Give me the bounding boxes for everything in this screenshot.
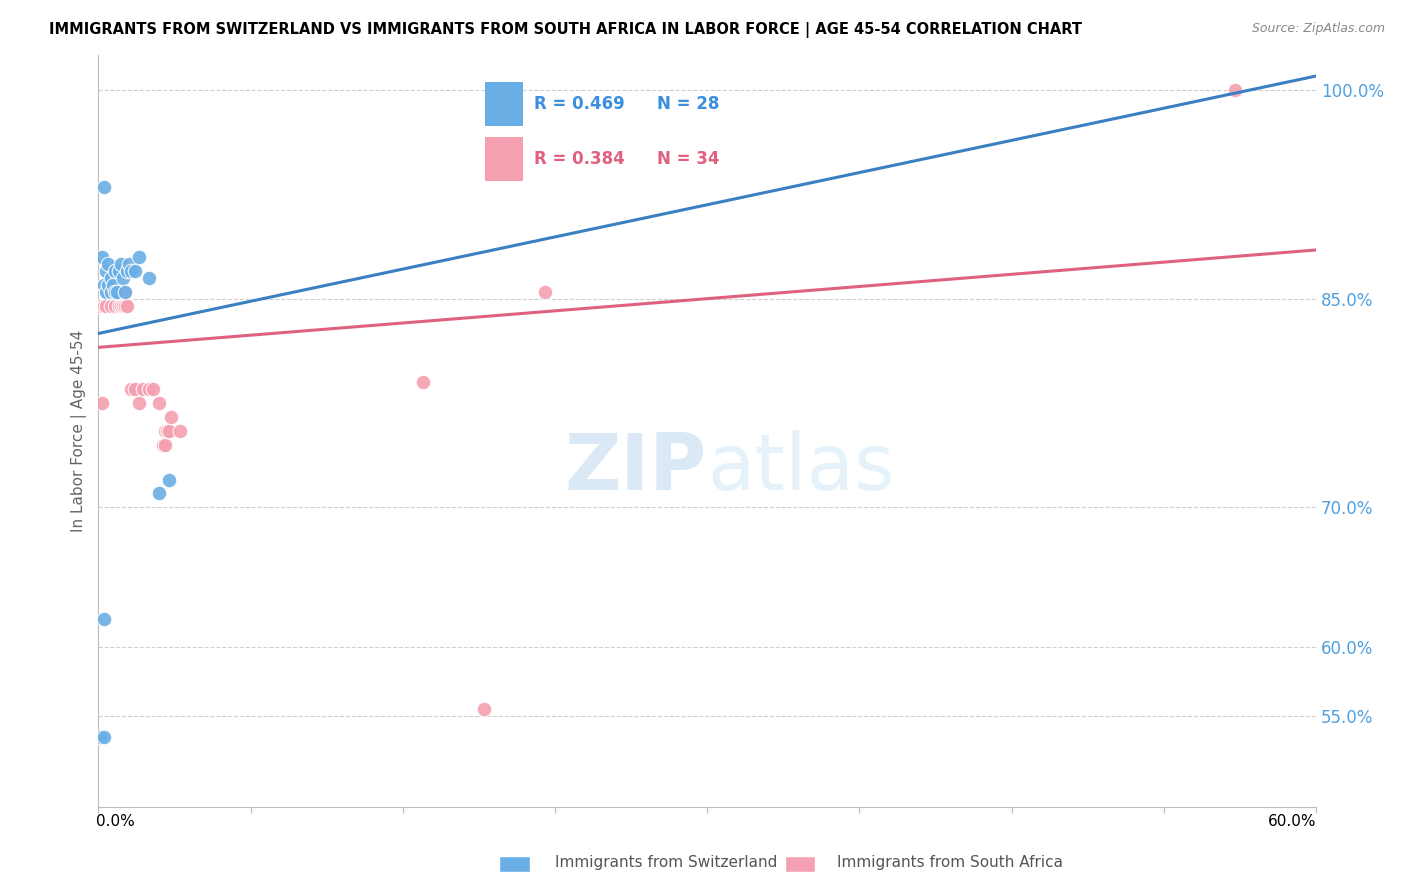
Point	[111, 299, 134, 313]
Point	[1223, 83, 1246, 97]
Point	[101, 285, 124, 299]
Point	[89, 730, 111, 744]
Point	[100, 285, 122, 299]
Text: 0.0%: 0.0%	[97, 814, 135, 829]
Point	[115, 299, 138, 313]
Point	[124, 382, 146, 396]
Point	[148, 396, 170, 410]
Point	[148, 486, 170, 500]
Point	[152, 438, 174, 452]
Text: Immigrants from South Africa: Immigrants from South Africa	[837, 855, 1063, 870]
Point	[103, 285, 125, 299]
Point	[138, 270, 160, 285]
Point	[128, 396, 150, 410]
Text: IMMIGRANTS FROM SWITZERLAND VS IMMIGRANTS FROM SOUTH AFRICA IN LABOR FORCE | AGE: IMMIGRANTS FROM SWITZERLAND VS IMMIGRANT…	[49, 22, 1083, 38]
Text: Immigrants from Switzerland: Immigrants from Switzerland	[555, 855, 778, 870]
Point	[103, 299, 125, 313]
Y-axis label: In Labor Force | Age 45-54: In Labor Force | Age 45-54	[72, 330, 87, 532]
Point	[91, 250, 114, 264]
Point	[89, 299, 111, 313]
Text: Source: ZipAtlas.com: Source: ZipAtlas.com	[1251, 22, 1385, 36]
Point	[114, 285, 136, 299]
Text: atlas: atlas	[707, 431, 894, 507]
Point	[97, 285, 120, 299]
Point	[155, 424, 177, 438]
Point	[534, 285, 557, 299]
Point	[169, 424, 191, 438]
Point	[110, 299, 132, 313]
Point	[93, 730, 115, 744]
Point	[107, 264, 129, 278]
Point	[114, 299, 136, 313]
Point	[93, 612, 115, 626]
Point	[91, 396, 114, 410]
Point	[101, 277, 124, 292]
Point	[118, 257, 141, 271]
Point	[97, 257, 120, 271]
Point	[96, 285, 118, 299]
Point	[93, 299, 115, 313]
Point	[105, 285, 128, 299]
Point	[120, 264, 142, 278]
Point	[472, 702, 495, 716]
Point	[155, 438, 177, 452]
Point	[103, 285, 125, 299]
Point	[96, 264, 118, 278]
Point	[120, 382, 142, 396]
Text: 60.0%: 60.0%	[1268, 814, 1316, 829]
Point	[96, 299, 118, 313]
Point	[156, 424, 179, 438]
Point	[110, 257, 132, 271]
Point	[412, 375, 434, 389]
Point	[115, 264, 138, 278]
Point	[97, 277, 120, 292]
Point	[103, 264, 125, 278]
Point	[160, 409, 183, 424]
Point	[157, 473, 180, 487]
Point	[114, 285, 136, 299]
Point	[100, 299, 122, 313]
Point	[105, 285, 128, 299]
Point	[138, 382, 160, 396]
Point	[157, 424, 180, 438]
Point	[128, 250, 150, 264]
Point	[93, 180, 115, 194]
Point	[107, 299, 129, 313]
Text: ZIP: ZIP	[565, 431, 707, 507]
Point	[132, 382, 155, 396]
Point	[124, 264, 146, 278]
Point	[93, 277, 115, 292]
Point	[142, 382, 165, 396]
Point	[100, 270, 122, 285]
Point	[111, 270, 134, 285]
